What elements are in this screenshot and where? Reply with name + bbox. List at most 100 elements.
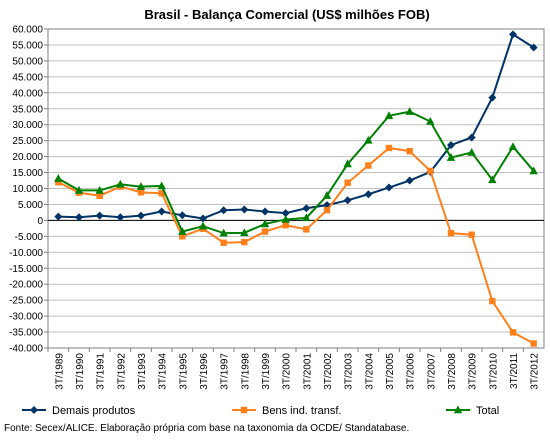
y-tick-label: -30.000	[9, 312, 43, 323]
data-point	[467, 133, 476, 142]
y-tick-label: 5.000	[18, 200, 43, 211]
data-point	[508, 142, 518, 151]
x-tick-label: 3T/2005	[385, 353, 396, 390]
data-point	[54, 174, 63, 182]
x-tick-label: 3T/2009	[468, 353, 479, 390]
x-tick-label: 3T/1994	[158, 353, 169, 390]
legend-marker	[453, 405, 463, 414]
x-tick-label: 3T/2002	[323, 353, 334, 390]
series-line	[57, 146, 535, 345]
data-point	[198, 221, 208, 230]
data-point	[261, 207, 269, 216]
data-point	[302, 213, 311, 222]
data-point	[303, 226, 310, 233]
x-tick-label: 3T/1991	[96, 353, 107, 390]
x-tick-label: 3T/1999	[261, 353, 272, 390]
legend-marker	[30, 406, 38, 414]
x-tick-label: 3T/2008	[447, 353, 458, 390]
data-point	[178, 227, 187, 235]
data-point	[322, 191, 332, 199]
data-point	[323, 206, 331, 214]
data-point	[509, 329, 517, 336]
series-layer	[54, 30, 538, 347]
y-tick-label: 10.000	[12, 184, 43, 195]
data-point	[509, 30, 517, 39]
x-tick-label: 3T/1997	[220, 353, 231, 390]
data-point	[405, 176, 414, 185]
data-point	[343, 196, 352, 205]
data-point	[447, 141, 455, 150]
legend-marker	[240, 406, 248, 414]
data-point	[364, 190, 373, 199]
legend-item-0: Demais produtos	[22, 405, 136, 417]
data-point	[219, 228, 228, 237]
x-tick-label: 3T/1995	[178, 353, 189, 390]
data-point	[426, 117, 435, 125]
data-point	[406, 147, 413, 155]
y-tick-label: 20.000	[12, 152, 43, 163]
data-point	[136, 182, 146, 190]
data-point	[530, 340, 537, 347]
y-tick-label: 60.000	[12, 25, 43, 36]
legend: Demais produtos Bens ind. transf. Total	[22, 405, 499, 417]
data-point	[199, 214, 207, 223]
data-point	[468, 231, 475, 238]
y-axis: 60.000 55.000 50.000 45.000 40.000 35.000 30.0…	[9, 25, 48, 355]
data-point	[385, 183, 393, 192]
y-tick-label: -10.000	[9, 248, 43, 259]
y-tick-label: -25.000	[9, 296, 43, 307]
y-tick-label: 45.000	[12, 72, 43, 83]
y-tick-label: 25.000	[12, 136, 43, 147]
y-tick-label: -35.000	[9, 328, 43, 339]
y-tick-label: 0	[37, 216, 43, 227]
series-line	[58, 32, 535, 220]
data-point	[365, 162, 372, 169]
data-point	[116, 213, 125, 222]
y-tick-label: 15.000	[12, 168, 43, 179]
data-point	[281, 209, 290, 218]
data-point	[447, 229, 455, 237]
data-point	[240, 228, 249, 237]
y-tick-label: 40.000	[12, 88, 43, 99]
x-tick-label: 3T/2001	[302, 353, 313, 390]
x-tick-label: 3T/2004	[364, 353, 375, 390]
series-2	[54, 107, 538, 237]
legend-item-1: Bens ind. transf.	[232, 405, 342, 417]
x-tick-label: 3T/1993	[137, 353, 148, 390]
chart-title: Brasil - Balança Comercial (US$ milhões …	[144, 7, 429, 22]
x-tick-label: 3T/1990	[75, 353, 86, 390]
x-tick-label: 3T/1998	[240, 353, 251, 390]
data-point	[219, 206, 228, 215]
y-tick-label: 50.000	[12, 56, 43, 67]
y-tick-label: -15.000	[9, 264, 43, 275]
data-point	[302, 204, 311, 213]
y-tick-label: -20.000	[9, 280, 43, 291]
y-tick-label: -5.000	[15, 232, 44, 243]
x-tick-label: 3T/1996	[199, 353, 210, 390]
legend-label: Total	[476, 405, 499, 417]
source-note: Fonte: Secex/ALICE. Elaboração própria c…	[4, 423, 409, 434]
y-tick-label: -40.000	[9, 344, 43, 355]
data-point	[241, 238, 248, 246]
data-point	[446, 153, 456, 161]
data-point	[54, 212, 63, 221]
x-tick-label: 3T/2010	[488, 353, 499, 390]
data-point	[179, 233, 186, 240]
y-tick-label: 30.000	[12, 120, 43, 131]
x-tick-label: 3T/2003	[344, 353, 355, 390]
x-tick-label: 3T/2007	[426, 353, 437, 390]
data-point	[260, 219, 270, 228]
x-tick-label: 3T/2012	[530, 353, 541, 390]
y-tick-label: 35.000	[12, 104, 43, 115]
x-tick-label: 3T/2006	[406, 353, 417, 390]
series-0	[54, 30, 538, 223]
x-tick-label: 3T/1989	[54, 353, 65, 390]
data-point	[75, 213, 83, 222]
x-tick-label: 3T/2011	[509, 353, 520, 389]
data-point	[282, 221, 289, 229]
data-point	[240, 205, 249, 214]
data-point	[137, 189, 145, 196]
x-axis: 3T/1989 3T/1990 3T/1991 3T/1992 3T/1993 3T/19…	[47, 348, 541, 390]
data-point	[488, 93, 497, 102]
